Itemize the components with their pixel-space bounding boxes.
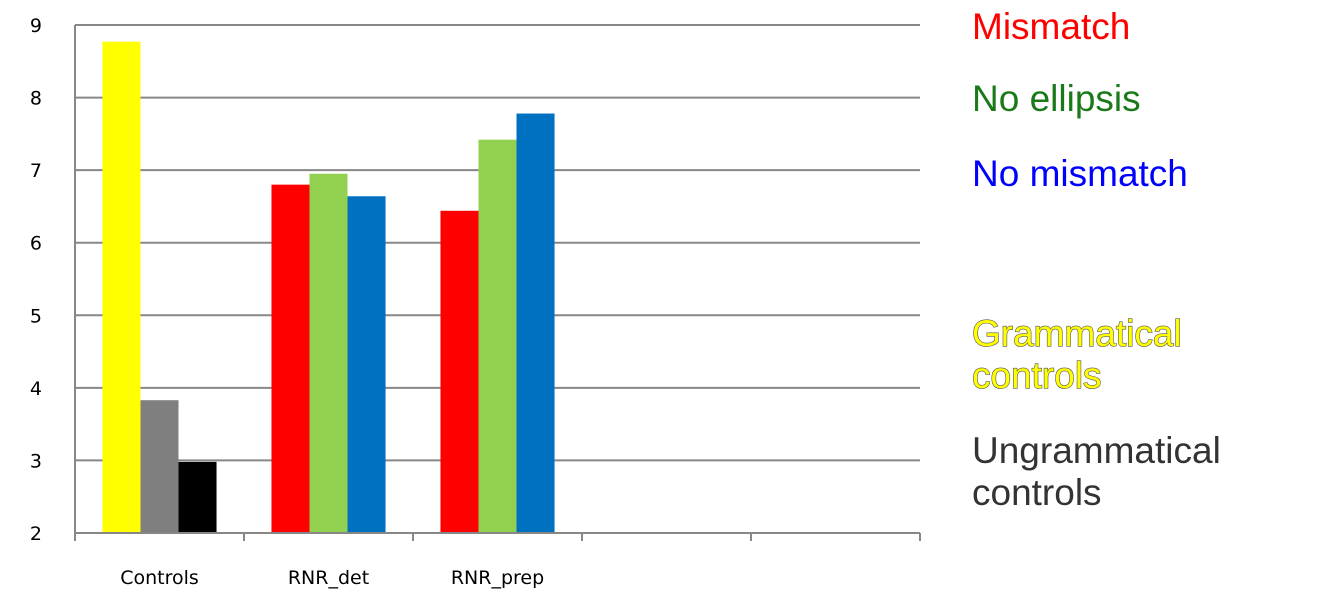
legend-grammatical-line2: controls [971, 354, 1102, 396]
legend-ungrammatical-line1: Ungrammatical [972, 430, 1221, 471]
bar [140, 400, 179, 533]
bar [347, 196, 386, 534]
y-tick-label: 6 [30, 233, 42, 255]
x-tick-labels: Controls RNR_det RNR_prep [120, 567, 544, 589]
x-tick-label: RNR_prep [451, 567, 544, 589]
x-tick-label: Controls [120, 567, 199, 589]
legend: Mismatch No ellipsis No mismatch Grammat… [971, 0, 1332, 601]
bar [478, 139, 517, 534]
legend-no-mismatch: No mismatch [972, 153, 1188, 194]
bar [271, 184, 310, 533]
legend-no-ellipsis: No ellipsis [972, 78, 1141, 119]
bar [516, 113, 555, 533]
legend-grammatical-line1: Grammatical [971, 312, 1182, 354]
y-tick-label: 8 [30, 88, 42, 110]
bar [178, 461, 217, 533]
y-tick-label: 2 [30, 523, 42, 545]
y-tick-label: 4 [30, 378, 42, 400]
bar [309, 173, 348, 533]
bars [102, 41, 555, 534]
y-tick-label: 7 [30, 160, 42, 182]
bar-chart: 2 3 4 5 6 7 8 9 Controls RNR_det RNR_prep [30, 15, 921, 589]
x-tick-label: RNR_det [288, 567, 369, 589]
y-tick-label: 5 [30, 305, 42, 327]
y-tick-label: 9 [30, 15, 42, 37]
legend-mismatch: Mismatch [972, 6, 1131, 47]
bar [102, 41, 141, 533]
bar [440, 210, 479, 534]
legend-ungrammatical-line2: controls [972, 472, 1102, 513]
y-tick-label: 3 [30, 450, 42, 472]
y-tick-labels: 2 3 4 5 6 7 8 9 [30, 15, 42, 545]
axes [74, 25, 921, 541]
